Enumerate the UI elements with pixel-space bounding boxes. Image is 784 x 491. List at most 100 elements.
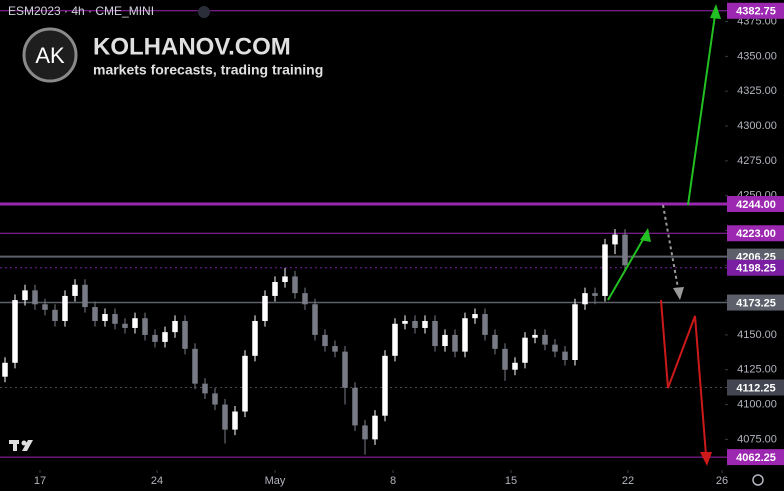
logo-text: AK	[35, 43, 65, 68]
y-tick-label: 4275.00	[737, 155, 777, 167]
candle-body	[282, 276, 288, 282]
level-label-box	[727, 294, 784, 311]
level-labels: 4382.754244.004223.004206.254198.254173.…	[727, 2, 784, 466]
candle-body	[252, 320, 258, 356]
candle-body	[122, 323, 128, 328]
candle-body	[612, 234, 618, 245]
x-tick-label: 8	[390, 475, 396, 487]
candle-body	[422, 320, 428, 328]
symbol-button[interactable]	[198, 6, 210, 18]
candle-body	[472, 314, 478, 319]
candle-body	[392, 323, 398, 356]
arrow-up	[607, 235, 646, 301]
candle-body	[452, 334, 458, 352]
candle-body	[512, 362, 518, 370]
candle-body	[312, 304, 318, 335]
logo-part	[22, 440, 33, 451]
level-label-box	[727, 196, 784, 213]
candle-body	[442, 334, 448, 347]
x-tick-label: May	[265, 475, 286, 487]
candle-body	[162, 332, 168, 342]
candle-body	[32, 290, 38, 305]
level-label: 4112.25	[736, 382, 775, 394]
x-tick-label: 17	[34, 475, 46, 487]
candle-body	[432, 320, 438, 347]
candle-body	[302, 293, 308, 305]
forecast-arrows	[607, 4, 721, 466]
candle-body	[52, 309, 58, 321]
candle-body	[92, 307, 98, 321]
candle-body	[522, 337, 528, 363]
level-label-box	[727, 2, 784, 19]
y-tick-label: 4325.00	[737, 85, 777, 97]
candle-body	[572, 304, 578, 360]
candle-body	[322, 334, 328, 347]
logo-circle	[22, 27, 78, 83]
site-name: KOLHANOV.COM	[93, 33, 291, 60]
candle-body	[12, 300, 18, 363]
candle-body	[362, 425, 368, 440]
level-label-box	[727, 449, 784, 466]
candle-body	[292, 276, 298, 294]
y-tick-label: 4075.00	[737, 433, 777, 445]
candle-body	[482, 314, 488, 335]
candle-body	[552, 344, 558, 352]
arrow-head	[673, 287, 684, 300]
level-label: 4062.25	[736, 452, 776, 464]
candle-body	[172, 320, 178, 333]
candle-body	[382, 355, 388, 416]
candles	[2, 229, 628, 455]
candle-body	[62, 295, 68, 321]
candle-body	[72, 284, 78, 296]
candle-body	[492, 334, 498, 349]
candle-body	[242, 355, 248, 412]
candle-body	[142, 318, 148, 335]
candle-body	[582, 293, 588, 305]
candle-body	[372, 415, 378, 440]
candle-body	[262, 295, 268, 321]
candle-body	[352, 387, 358, 426]
level-label-box	[727, 259, 784, 276]
logo-part	[13, 440, 17, 451]
candle-body	[462, 318, 468, 352]
level-label-box	[727, 225, 784, 242]
candle-body	[342, 351, 348, 388]
level-label: 4223.00	[736, 228, 776, 240]
x-tick-label: 24	[151, 475, 163, 487]
candle-body	[42, 304, 48, 310]
candle-body	[112, 314, 118, 324]
y-tick-label: 4100.00	[737, 398, 777, 410]
arrow-down	[662, 204, 679, 289]
x-tick-label: 15	[505, 475, 517, 487]
candle-body	[602, 244, 608, 296]
candle-body	[502, 348, 508, 370]
candle-body	[562, 351, 568, 360]
candle-body	[152, 334, 158, 342]
candle-body	[22, 290, 28, 301]
x-axis: 17 24 May 8 15 22 26	[34, 470, 728, 487]
x-tick-label: 26	[716, 475, 728, 487]
symbol: ESM2023 · 4h · CME_MINI	[8, 4, 154, 18]
level-label: 4244.00	[736, 199, 776, 211]
arrow-down	[660, 299, 707, 456]
settings-button[interactable]	[752, 474, 764, 486]
level-label: 4198.25	[736, 263, 776, 275]
candle-body	[402, 320, 408, 324]
y-tick-label: 4125.00	[737, 364, 777, 376]
candle-body	[182, 320, 188, 349]
candle-body	[542, 334, 548, 345]
candle-body	[232, 411, 238, 430]
candle-body	[192, 348, 198, 384]
tv-logo	[9, 440, 33, 451]
arrow-head	[640, 228, 651, 242]
candle-body	[592, 293, 598, 296]
candle-body	[332, 346, 338, 352]
candle-body	[222, 404, 228, 430]
levels	[0, 10, 727, 458]
x-tick-label: 22	[622, 475, 634, 487]
arrow-up	[687, 14, 716, 206]
arrow-head	[700, 452, 712, 466]
